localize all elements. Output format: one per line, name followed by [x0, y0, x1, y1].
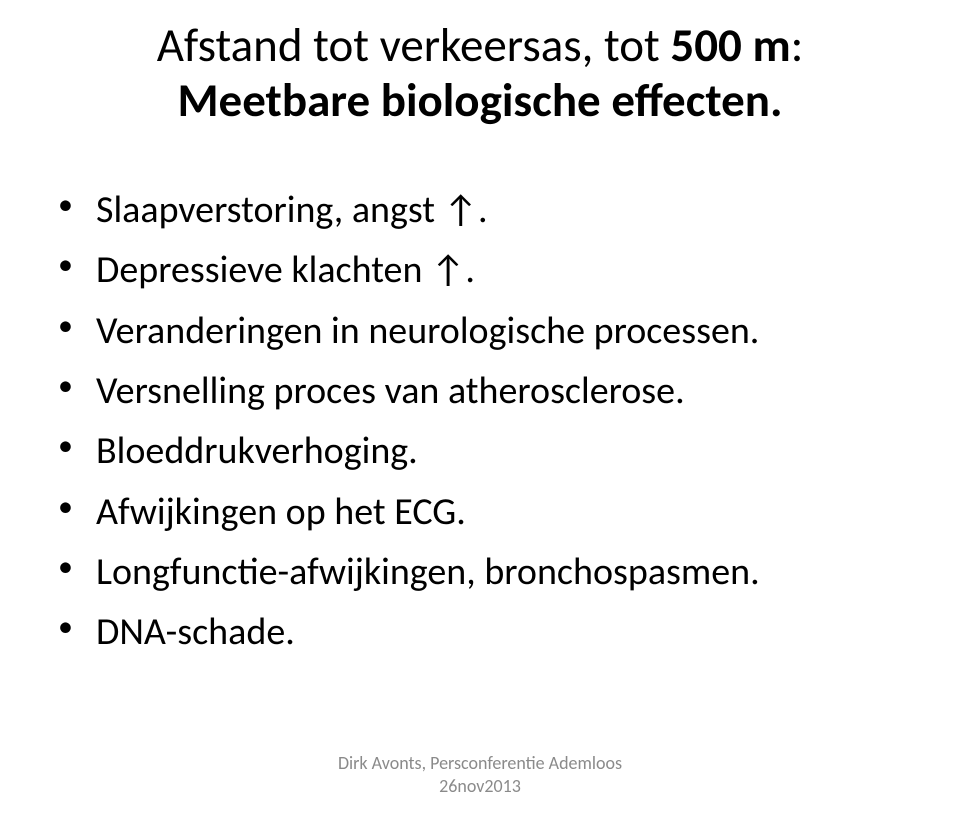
title-line-1-bold: 500 m: [670, 16, 790, 74]
bullet-item: Afwijkingen op het ECG.: [52, 489, 914, 535]
title-line-1-post: :: [791, 16, 804, 74]
bullet-text: DNA-schade.: [96, 609, 295, 655]
bullet-item: Veranderingen in neurologische processen…: [52, 308, 914, 354]
title-line-1-pre: Afstand tot verkeersas, tot: [157, 16, 671, 74]
footer-line-2: 26nov2013: [0, 775, 960, 798]
bullet-text: Bloeddrukverhoging.: [96, 428, 418, 474]
slide-title: Afstand tot verkeersas, tot 500 m: Meetb…: [46, 18, 914, 129]
bullet-item: Longfunctie-afwijkingen, bronchospasmen.: [52, 549, 914, 595]
bullet-item: Depressieve klachten ↑.: [52, 247, 914, 293]
bullet-item: DNA-schade.: [52, 609, 914, 655]
bullet-list: Slaapverstoring, angst ↑. Depressieve kl…: [46, 187, 914, 656]
slide: Afstand tot verkeersas, tot 500 m: Meetb…: [0, 0, 960, 813]
bullet-text: Longfunctie-afwijkingen, bronchospasmen.: [96, 549, 760, 595]
slide-footer: Dirk Avonts, Persconferentie Ademloos 26…: [0, 752, 960, 797]
title-line-2: Meetbare biologische effecten.: [54, 73, 906, 128]
bullet-item: Versnelling proces van atherosclerose.: [52, 368, 914, 414]
bullet-text: Depressieve klachten ↑.: [96, 247, 475, 293]
footer-line-1: Dirk Avonts, Persconferentie Ademloos: [0, 752, 960, 775]
bullet-text: Veranderingen in neurologische processen…: [96, 308, 759, 354]
bullet-item: Slaapverstoring, angst ↑.: [52, 187, 914, 233]
bullet-item: Bloeddrukverhoging.: [52, 428, 914, 474]
bullet-text: Afwijkingen op het ECG.: [96, 489, 466, 535]
title-line-1: Afstand tot verkeersas, tot 500 m:: [54, 18, 906, 73]
bullet-text: Versnelling proces van atherosclerose.: [96, 368, 685, 414]
bullet-text: Slaapverstoring, angst ↑.: [96, 187, 488, 233]
